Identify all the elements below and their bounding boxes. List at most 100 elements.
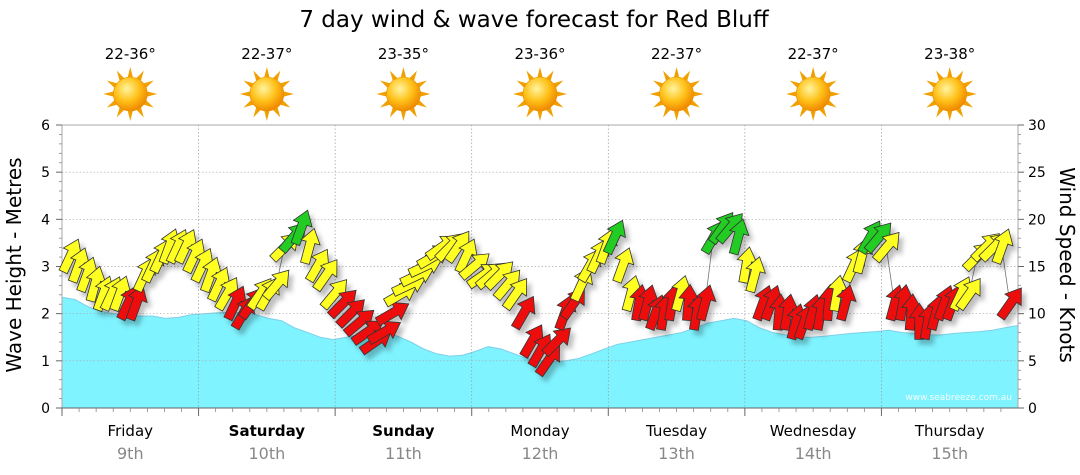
wind-arrow: [612, 247, 635, 284]
day-name-label: Saturday: [229, 422, 306, 440]
wave-height-area: [62, 297, 1018, 408]
right-tick-label: 20: [1028, 212, 1046, 228]
day-name-label: Monday: [510, 422, 569, 440]
day-date-label: 12th: [522, 444, 559, 463]
temperature-label: 22-37°: [651, 45, 702, 63]
day-date-label: 9th: [117, 444, 144, 463]
sun-ray: [239, 91, 252, 97]
wind-arrow: [836, 284, 857, 322]
day-name-label: Thursday: [914, 422, 985, 440]
sun-ray: [786, 91, 798, 97]
y-axis-label-right: Wind Speed - Knots: [1055, 167, 1079, 363]
sun-ray: [419, 91, 431, 97]
sun-disc: [932, 76, 968, 112]
right-axis-ticks: 0 5 10 15 20 25 30: [1018, 118, 1046, 417]
day-labels: Friday 9th Saturday 10th Sunday 11th Monday 12t…: [61, 408, 1002, 463]
wind-arrow: [125, 284, 148, 322]
sun-ray: [537, 67, 543, 79]
sun-ray: [810, 67, 817, 79]
right-tick-label: 15: [1028, 260, 1046, 276]
sun-icon: [922, 67, 977, 121]
sun-ray: [946, 109, 953, 121]
sun-icon: [376, 67, 431, 121]
temperature-label: 23-36°: [514, 45, 565, 63]
sun-ray: [127, 109, 134, 121]
sun-ray: [103, 91, 115, 97]
wind-arrow: [991, 228, 1014, 265]
sun-icon: [103, 67, 158, 121]
left-tick-label: 2: [41, 307, 50, 323]
wind-arrow: [312, 259, 338, 293]
day-date-label: 15th: [931, 444, 968, 463]
sun-ray: [828, 91, 841, 97]
sun-disc: [795, 76, 831, 112]
wind-arrow: [510, 295, 536, 331]
wind-arrow: [695, 284, 717, 322]
wind-arrow: [501, 277, 528, 312]
right-tick-label: 5: [1028, 354, 1037, 370]
right-tick-label: 25: [1028, 165, 1046, 181]
temperature-label: 22-37°: [788, 45, 839, 63]
sun-icon: [513, 67, 567, 121]
sun-disc: [522, 76, 558, 112]
day-name-label: Wednesday: [770, 422, 857, 440]
day-name-label: Friday: [108, 422, 154, 440]
chart-title: 7 day wind & wave forecast for Red Bluff: [299, 7, 769, 33]
sun-ray: [263, 109, 270, 121]
right-tick-label: 10: [1028, 307, 1046, 323]
sun-ray: [146, 91, 158, 97]
sun-ray: [649, 91, 661, 97]
wind-arrow: [300, 227, 321, 265]
wind-arrow: [602, 219, 626, 256]
sun-ray: [965, 91, 977, 97]
sun-icon: [649, 67, 704, 121]
wind-arrows: [58, 209, 1022, 378]
left-tick-label: 5: [41, 165, 50, 181]
wind-arrow: [728, 218, 750, 256]
sun-disc: [386, 76, 421, 112]
sun-ray: [400, 109, 407, 121]
temperature-label: 23-38°: [924, 45, 975, 63]
sun-ray: [537, 109, 543, 121]
sun-ray: [673, 67, 680, 79]
sun-ray: [282, 91, 294, 97]
sun-disc: [112, 76, 148, 112]
right-tick-label: 0: [1028, 401, 1037, 417]
day-date-label: 11th: [385, 444, 422, 463]
sun-ray: [400, 67, 407, 79]
watermark: www.seabreeze.com.au: [905, 393, 1012, 403]
day-date-label: 13th: [658, 444, 695, 463]
sun-ray: [555, 91, 567, 97]
wind-arrow: [541, 327, 572, 358]
temperature-row: 22-36° 22-37° 23-35° 23-36° 22-37° 22-37° 23-3…: [105, 45, 976, 63]
sun-icon: [786, 67, 841, 121]
sun-disc: [249, 76, 285, 112]
wind-arrow: [871, 231, 900, 264]
sun-ray: [376, 91, 388, 97]
sun-ray: [263, 67, 270, 79]
sun-ray: [946, 67, 953, 79]
left-tick-label: 0: [41, 401, 50, 417]
sun-icon: [239, 67, 294, 121]
day-date-label: 10th: [248, 444, 285, 463]
y-axis-label-left: Wave Height - Metres: [2, 157, 26, 372]
day-name-label: Sunday: [372, 422, 435, 440]
sun-disc: [659, 76, 694, 112]
wind-arrow: [996, 287, 1022, 321]
wind-arrow: [290, 209, 313, 247]
wind-arrow: [745, 256, 766, 294]
left-tick-label: 1: [41, 354, 50, 370]
sun-ray: [127, 67, 134, 79]
left-tick-label: 4: [41, 212, 50, 228]
left-tick-label: 6: [41, 118, 50, 134]
wind-arrow: [261, 269, 290, 302]
right-tick-label: 30: [1028, 118, 1046, 134]
sun-ray: [810, 109, 817, 121]
day-date-label: 14th: [795, 444, 832, 463]
weather-icons: [103, 67, 977, 121]
day-name-label: Tuesday: [645, 422, 707, 440]
temperature-label: 23-35°: [378, 45, 429, 63]
sun-ray: [692, 91, 704, 97]
left-tick-label: 3: [41, 260, 50, 276]
